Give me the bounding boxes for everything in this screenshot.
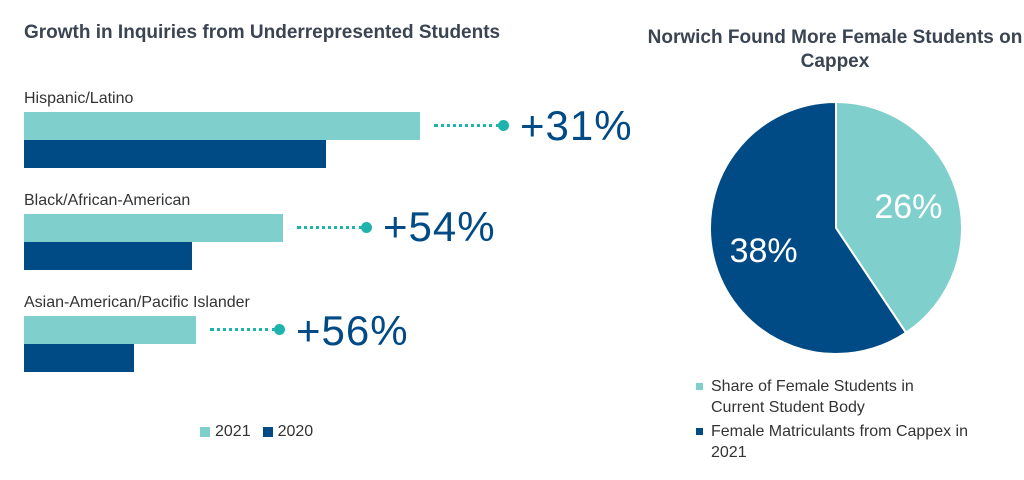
bar-2021-hispanic [24, 112, 420, 140]
bar-2020-asian [24, 344, 134, 372]
growth-label-asian: +56% [296, 307, 409, 354]
bar-2020-black [24, 242, 192, 270]
pie-label-female-share: 26% [874, 188, 942, 226]
legend-item-2021: 2021 [200, 423, 251, 441]
growth-label-hispanic: +31% [520, 102, 633, 149]
pie-chart-title: Norwich Found More Female Students on Ca… [647, 27, 1023, 72]
category-label-hispanic: Hispanic/Latino [24, 90, 134, 107]
pie-legend-label-female-share: Share of Female Students in Current Stud… [711, 378, 914, 416]
pie-legend-item-cappex: Female Matriculants from Cappex in 2021 [696, 421, 996, 463]
growth-label-black: +54% [383, 203, 496, 250]
legend-label-2020: 2020 [277, 423, 314, 440]
bar-2020-hispanic [24, 140, 326, 168]
connector-dots-asian [210, 328, 276, 331]
connector-dots-black [297, 226, 363, 229]
connector-dots-hispanic [434, 124, 500, 127]
bar-2021-black [24, 214, 283, 242]
bar-chart-legend: 2021 2020 [200, 423, 313, 441]
pie-chart: 26% 38% [706, 98, 966, 363]
category-label-black: Black/African-American [24, 192, 191, 209]
legend-swatch-2021 [200, 427, 210, 437]
pie-slice-cappex-matriculants [709, 100, 908, 355]
pie-label-cappex-matriculants: 38% [730, 232, 798, 270]
bar-2021-asian [24, 316, 196, 344]
connector-end-black [361, 222, 372, 233]
pie-chart-legend: Share of Female Students in Current Stud… [696, 376, 996, 466]
legend-item-2020: 2020 [262, 423, 314, 441]
pie-legend-label-cappex: Female Matriculants from Cappex in 2021 [711, 423, 968, 461]
connector-end-hispanic [498, 120, 509, 131]
pie-chart-svg: 26% 38% [709, 100, 963, 355]
pie-legend-item-female-share: Share of Female Students in Current Stud… [696, 376, 996, 418]
bar-chart-title: Growth in Inquiries from Underrepresente… [24, 22, 501, 43]
legend-label-2021: 2021 [215, 423, 251, 440]
legend-swatch-2020 [262, 427, 273, 437]
pie-legend-swatch-female-share [696, 383, 703, 390]
pie-legend-swatch-cappex [696, 428, 703, 435]
connector-end-asian [274, 324, 285, 335]
category-label-asian: Asian-American/Pacific Islander [24, 294, 250, 311]
